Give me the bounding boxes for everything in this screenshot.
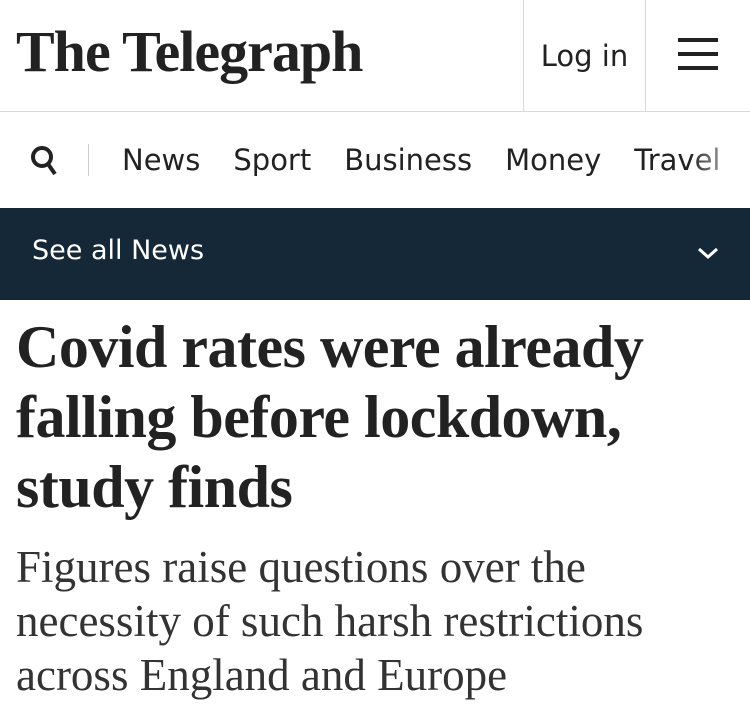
section-label: See all News (32, 235, 205, 266)
separator (88, 144, 89, 176)
standfirst: Figures raise questions over the necessi… (16, 542, 644, 700)
nav-item[interactable]: Sport (233, 143, 312, 177)
nav-items: News Sport Business Money Travel (122, 112, 721, 208)
section-bar[interactable]: See all News (0, 208, 750, 300)
nav-item[interactable]: Business (344, 143, 473, 177)
fade (690, 112, 750, 208)
nav: News Sport Business Money Travel (0, 112, 750, 208)
nav-item[interactable]: Money (505, 143, 602, 177)
login-button[interactable]: Log in (523, 0, 646, 111)
nav-item[interactable]: News (122, 143, 201, 177)
menu-button[interactable] (678, 38, 718, 80)
chevron (698, 247, 718, 260)
headline: Covid rates were already falling before … (16, 314, 644, 520)
header: The Telegraph Log in (0, 0, 750, 112)
search-icon[interactable] (30, 144, 58, 178)
logo[interactable]: The Telegraph (16, 19, 363, 84)
